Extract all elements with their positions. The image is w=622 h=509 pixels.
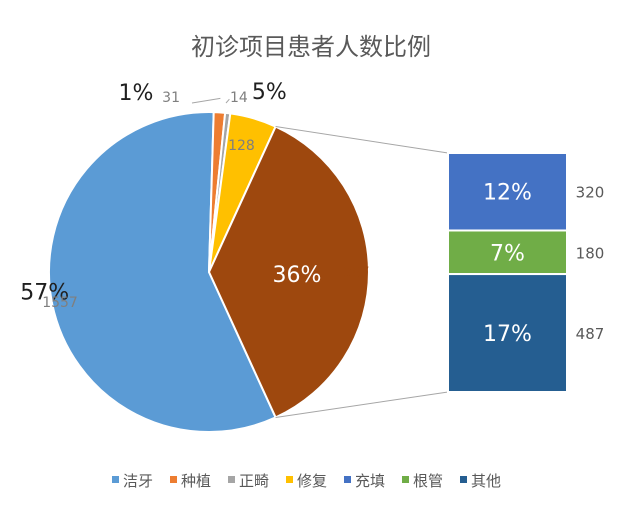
bar-segment-1	[447, 152, 568, 232]
bar-value-label-1: 320	[576, 184, 605, 202]
bar-value-label-2: 180	[576, 244, 605, 262]
connector-lines	[275, 126, 449, 418]
slice-value-label-2: 31	[162, 90, 180, 106]
legend-swatch-6	[402, 476, 409, 483]
slice-pct-label-1: 57%	[20, 280, 69, 305]
bar-pct-label-3: 17%	[483, 322, 532, 347]
bar-pct-label-1: 12%	[483, 181, 532, 206]
connector-bottom	[275, 391, 449, 418]
slice-value-label-1: 1557	[42, 295, 78, 311]
legend-label-4: 修复	[297, 472, 327, 490]
legend: 洁牙 种植 正畸 修复 充填 根管 其他	[112, 472, 501, 490]
leader-line-3	[225, 98, 230, 104]
bar-segment-2	[447, 229, 568, 276]
pie-layer	[48, 111, 370, 433]
pie-slice-5	[207, 125, 370, 419]
connector-top	[275, 126, 449, 154]
slice-pct-label-2: 1%	[119, 81, 154, 106]
legend-swatch-7	[460, 476, 467, 483]
slice-pct-label-5: 36%	[273, 263, 322, 288]
legend-swatch-3	[228, 476, 235, 483]
bar-segment-3	[447, 273, 568, 394]
slice-value-label-5: 987	[343, 265, 370, 281]
legend-swatch-1	[112, 476, 119, 483]
legend-swatch-2	[170, 476, 177, 483]
bar-value-label-3: 487	[576, 325, 605, 343]
legend-label-5: 充填	[355, 472, 385, 490]
slice-pct-label-4: 5%	[252, 80, 287, 105]
legend-label-3: 正畸	[239, 472, 269, 490]
legend-swatch-5	[344, 476, 351, 483]
legend-label-7: 其他	[471, 472, 501, 490]
data-labels: 12% 320 7% 180 17% 487 57%1557 36% 987 31 1% 14 128 5…	[20, 80, 604, 347]
legend-label-1: 洁牙	[123, 472, 153, 490]
legend-swatch-4	[286, 476, 293, 483]
legend-label-6: 根管	[413, 472, 443, 490]
chart-title: 初诊项目患者人数比例	[191, 33, 431, 61]
bar-pct-label-2: 7%	[490, 241, 525, 266]
slice-value-label-4: 128	[228, 138, 255, 154]
leader-line-2	[191, 97, 221, 104]
pie-slice-1	[48, 111, 277, 433]
legend-label-2: 种植	[181, 472, 211, 490]
breakdown-bar	[447, 152, 568, 394]
slice-value-label-3: 14	[230, 90, 248, 106]
